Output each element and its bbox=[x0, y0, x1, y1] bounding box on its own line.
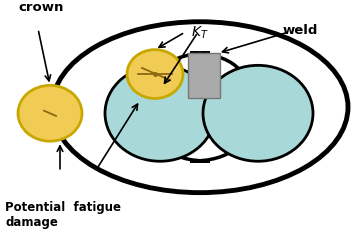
Ellipse shape bbox=[52, 23, 348, 193]
Text: Potential  fatigue
damage: Potential fatigue damage bbox=[5, 201, 121, 229]
Text: $K_T$: $K_T$ bbox=[191, 24, 209, 41]
Circle shape bbox=[105, 66, 215, 161]
Bar bbox=[188, 54, 220, 99]
Circle shape bbox=[203, 66, 313, 161]
Text: weld: weld bbox=[282, 24, 318, 37]
Circle shape bbox=[18, 86, 82, 142]
Circle shape bbox=[127, 50, 183, 99]
FancyBboxPatch shape bbox=[148, 54, 252, 161]
Text: crown: crown bbox=[18, 1, 64, 14]
